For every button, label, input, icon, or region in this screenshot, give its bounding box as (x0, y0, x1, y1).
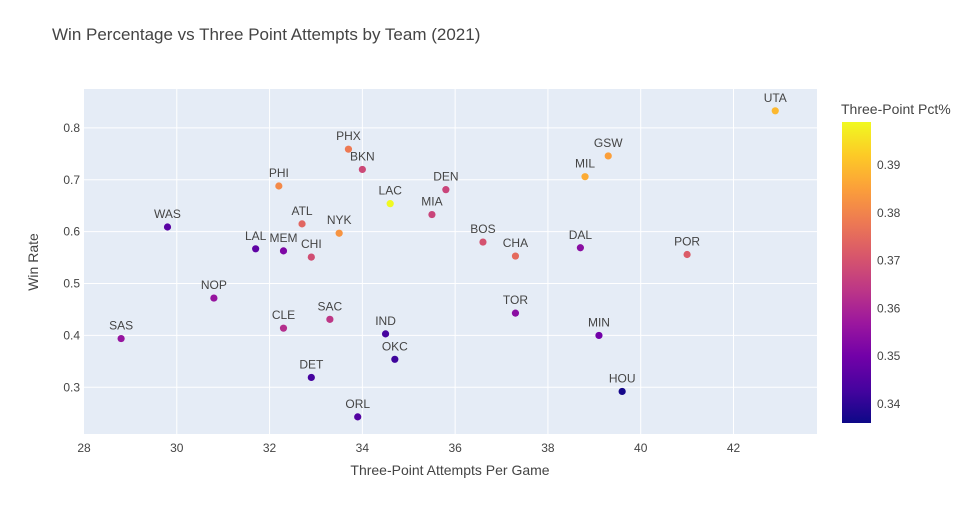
data-point[interactable] (358, 165, 366, 174)
x-axis-ticks: 28 30 32 34 36 38 40 42 (77, 441, 740, 455)
data-point[interactable] (279, 247, 288, 255)
point-label: LAL (245, 229, 267, 243)
y-tick-label: 0.8 (63, 121, 80, 135)
data-point[interactable] (210, 294, 218, 302)
data-point[interactable] (307, 253, 315, 261)
data-point[interactable] (279, 324, 288, 332)
x-tick-label: 38 (541, 441, 555, 455)
y-tick-label: 0.3 (63, 380, 80, 394)
plot-area[interactable] (84, 89, 817, 434)
x-tick-label: 36 (448, 441, 462, 455)
point-label: MIN (588, 315, 610, 329)
point-label: CHI (301, 237, 322, 251)
point-label: MEM (269, 231, 297, 245)
data-point[interactable] (354, 413, 362, 421)
x-tick-label: 42 (727, 441, 741, 455)
point-label: BOS (470, 222, 495, 236)
colorbar-tick-label: 0.36 (877, 301, 901, 315)
x-tick-label: 40 (634, 441, 648, 455)
x-axis-title: Three-Point Attempts Per Game (350, 462, 549, 478)
point-label: MIL (575, 157, 595, 171)
data-point[interactable] (511, 309, 520, 317)
data-point[interactable] (307, 373, 315, 382)
data-point[interactable] (298, 220, 306, 228)
point-label: SAC (318, 299, 343, 313)
point-label: ORL (345, 397, 370, 411)
data-point[interactable] (386, 200, 394, 208)
colorbar-tick-label: 0.37 (877, 254, 901, 268)
colorbar-tick-label: 0.34 (877, 397, 901, 411)
data-point[interactable] (683, 250, 691, 259)
x-tick-label: 32 (263, 441, 277, 455)
point-label: PHX (336, 129, 361, 143)
point-label: WAS (154, 207, 181, 221)
colorbar-tick-label: 0.35 (877, 349, 901, 363)
x-tick-label: 30 (170, 441, 184, 455)
y-tick-label: 0.6 (63, 225, 80, 239)
data-point[interactable] (581, 173, 589, 181)
y-tick-label: 0.4 (63, 328, 80, 342)
point-label: DET (299, 357, 324, 371)
data-point[interactable] (117, 334, 125, 343)
colorbar[interactable] (842, 122, 871, 423)
colorbar-ticks: 0.34 0.35 0.36 0.37 0.38 0.39 (877, 158, 901, 411)
data-point[interactable] (275, 182, 283, 190)
point-label: DEN (433, 170, 458, 184)
point-label: OKC (382, 339, 408, 353)
point-label: LAC (379, 184, 403, 198)
data-point[interactable] (576, 244, 584, 252)
data-point[interactable] (252, 245, 260, 253)
point-label: ATL (291, 204, 312, 218)
data-point[interactable] (595, 331, 603, 340)
data-point[interactable] (391, 355, 399, 363)
y-tick-label: 0.7 (63, 173, 80, 187)
point-label: BKN (350, 149, 375, 163)
point-label: IND (375, 314, 396, 328)
point-label: NOP (201, 278, 227, 292)
data-point[interactable] (442, 186, 450, 194)
point-label: CLE (272, 308, 295, 322)
data-point[interactable] (479, 238, 487, 246)
grid-lines (84, 89, 817, 434)
x-tick-label: 34 (356, 441, 370, 455)
point-label: UTA (764, 91, 787, 105)
point-label: POR (674, 234, 700, 248)
data-point[interactable] (428, 210, 436, 219)
point-labels: UTA PHX GSW BKN MIL PHI DEN LAC MIA ATL WAS NYK BOS D… (109, 91, 787, 411)
data-point[interactable] (771, 107, 779, 115)
y-axis-ticks: 0.3 0.4 0.5 0.6 0.7 0.8 (63, 121, 80, 394)
colorbar-title: Three-Point Pct% (841, 101, 951, 117)
data-points (117, 107, 779, 421)
point-label: GSW (594, 136, 623, 150)
y-tick-label: 0.5 (63, 277, 80, 291)
data-point[interactable] (511, 252, 520, 260)
chart-title: Win Percentage vs Three Point Attempts b… (52, 25, 480, 44)
data-point[interactable] (344, 145, 353, 153)
data-point[interactable] (326, 315, 334, 323)
point-label: CHA (503, 236, 528, 250)
point-label: MIA (421, 195, 442, 209)
x-tick-label: 28 (77, 441, 91, 455)
y-axis-title: Win Rate (25, 233, 41, 291)
point-label: NYK (327, 213, 352, 227)
point-label: TOR (503, 293, 528, 307)
point-label: SAS (109, 319, 133, 333)
data-point[interactable] (604, 152, 612, 160)
colorbar-tick-label: 0.38 (877, 206, 901, 220)
point-label: HOU (609, 371, 636, 385)
colorbar-tick-label: 0.39 (877, 158, 901, 172)
data-point[interactable] (335, 229, 343, 237)
point-label: PHI (269, 166, 289, 180)
data-point[interactable] (381, 330, 390, 338)
data-point[interactable] (618, 387, 626, 396)
data-point[interactable] (163, 223, 172, 231)
point-label: DAL (569, 228, 593, 242)
